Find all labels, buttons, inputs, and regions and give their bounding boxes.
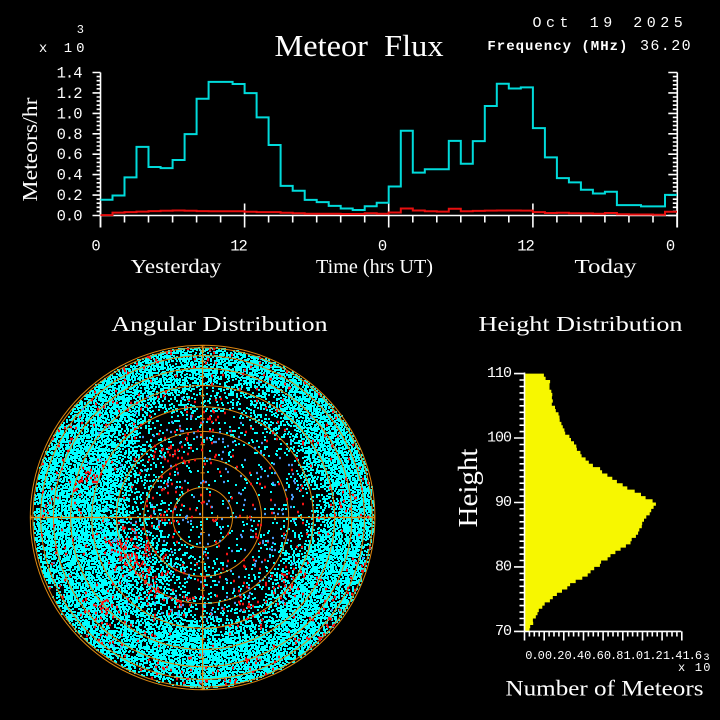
svg-text:0: 0: [378, 238, 387, 256]
svg-text:0.0: 0.0: [57, 208, 83, 226]
svg-text:0.8: 0.8: [604, 649, 623, 663]
svg-text:36.20: 36.20: [640, 38, 692, 55]
svg-text:1.4: 1.4: [663, 649, 682, 663]
svg-text:3: 3: [77, 23, 84, 37]
svg-text:0.2: 0.2: [57, 187, 83, 205]
svg-text:19: 19: [590, 15, 617, 32]
svg-text:0.0: 0.0: [525, 649, 544, 663]
svg-text:0: 0: [91, 238, 100, 256]
svg-text:Today: Today: [575, 256, 637, 278]
svg-text:x 10: x 10: [678, 661, 712, 675]
svg-text:1.4: 1.4: [57, 65, 83, 83]
svg-text:Height Distribution: Height Distribution: [479, 312, 684, 336]
svg-text:1.2: 1.2: [57, 85, 83, 103]
svg-text:Number of Meteors: Number of Meteors: [506, 676, 704, 701]
svg-text:80: 80: [495, 558, 512, 575]
svg-text:1.0: 1.0: [623, 649, 642, 663]
svg-text:0.4: 0.4: [57, 167, 83, 185]
svg-text:2025: 2025: [633, 15, 687, 32]
svg-text:Time (hrs UT): Time (hrs UT): [316, 256, 433, 278]
svg-text:Frequency (MHz): Frequency (MHz): [487, 39, 628, 55]
svg-text:0.6: 0.6: [584, 649, 603, 663]
svg-text:Yesterday: Yesterday: [131, 256, 222, 278]
svg-text:1.6: 1.6: [682, 649, 701, 663]
svg-text:90: 90: [495, 494, 512, 511]
svg-text:0.2: 0.2: [545, 649, 564, 663]
svg-text:Angular Distribution: Angular Distribution: [112, 312, 329, 336]
svg-text:0: 0: [666, 238, 675, 256]
svg-text:3: 3: [704, 653, 710, 664]
svg-text:12: 12: [517, 238, 534, 256]
svg-text:Oct: Oct: [533, 15, 574, 32]
svg-text:x 10: x 10: [39, 41, 89, 57]
svg-text:Height: Height: [453, 448, 483, 528]
svg-text:100: 100: [487, 430, 512, 447]
svg-text:70: 70: [495, 623, 512, 640]
svg-text:1.0: 1.0: [57, 105, 83, 123]
svg-text:0.4: 0.4: [565, 649, 584, 663]
svg-text:1.2: 1.2: [643, 649, 662, 663]
svg-text:Meteors/hr: Meteors/hr: [18, 98, 42, 202]
svg-text:0.6: 0.6: [57, 146, 83, 164]
svg-text:0.8: 0.8: [57, 126, 83, 144]
svg-text:12: 12: [230, 238, 247, 256]
svg-text:Meteor Flux: Meteor Flux: [275, 28, 445, 63]
svg-text:110: 110: [487, 365, 512, 382]
